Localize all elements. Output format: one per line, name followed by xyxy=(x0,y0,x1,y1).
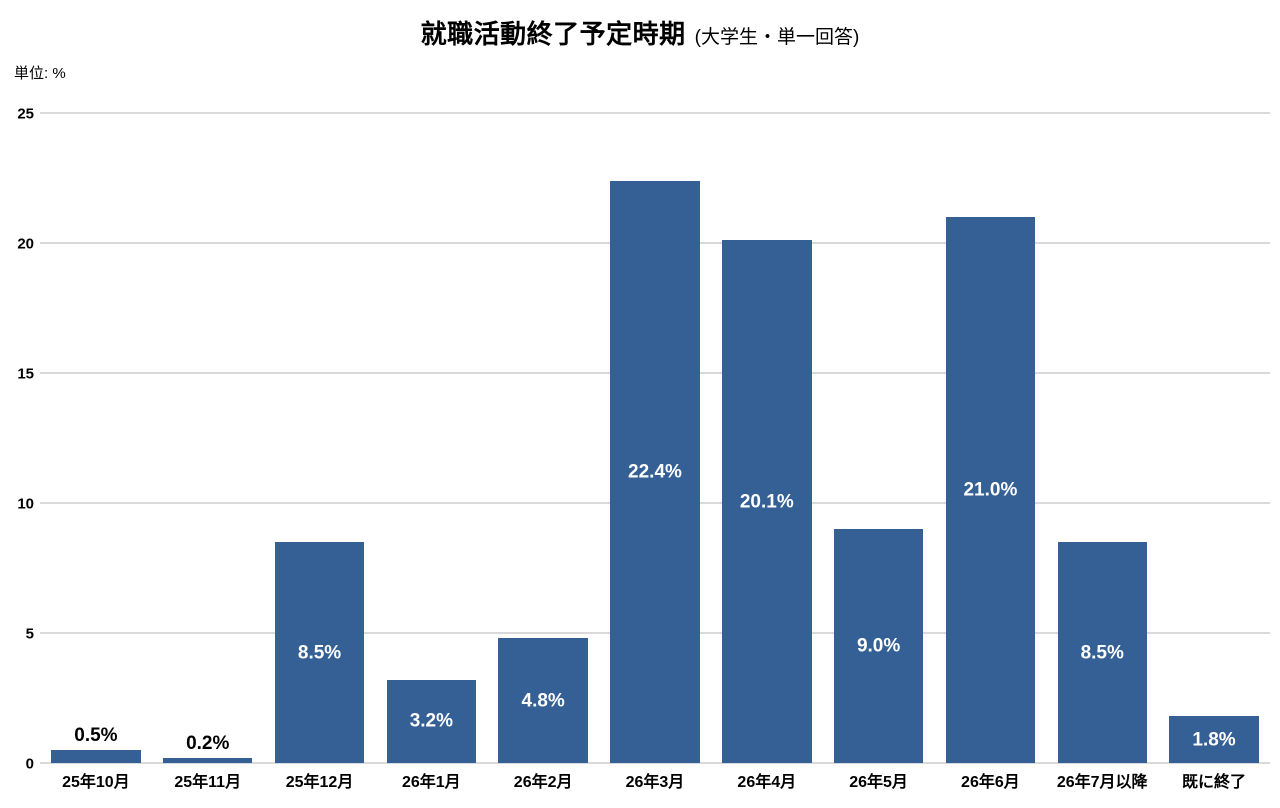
bar-value-label: 4.8% xyxy=(521,690,565,712)
bar-25年11月: 0.2% xyxy=(163,734,253,763)
x-label-26年3月: 26年3月 xyxy=(625,774,685,791)
unit-label: 単位: % xyxy=(14,65,66,82)
x-label-25年11月: 25年11月 xyxy=(174,774,242,791)
bar-value-label: 9.0% xyxy=(856,635,901,657)
bar-26年4月: 20.1% xyxy=(722,240,812,763)
bar-value-label: 22.4% xyxy=(628,461,682,483)
bar-26年2月: 4.8% xyxy=(498,638,588,763)
bar-slot: 21.0% xyxy=(935,113,1047,763)
x-label-25年10月: 25年10月 xyxy=(62,774,130,791)
y-tick-label-10: 10 xyxy=(17,495,34,513)
y-tick-label-20: 20 xyxy=(17,235,34,253)
bar-slot: 3.2% xyxy=(375,113,487,763)
gridline-25 xyxy=(40,112,1270,114)
bar-slot: 0.2% xyxy=(152,113,264,763)
bar-25年12月: 8.5% xyxy=(274,542,365,763)
chart-title: 就職活動終了予定時期 xyxy=(420,19,686,49)
bar-value-label: 8.5% xyxy=(297,642,342,663)
plot-area: 0 5 10 15 20 25 0.5% 0.2% 8.5% 3.2% 4.8% 22.4% 20.1… xyxy=(17,107,1270,772)
x-label-26年1月: 26年1月 xyxy=(401,774,461,791)
bar-value-label: 3.2% xyxy=(409,710,453,732)
bar-slot: 0.5% xyxy=(40,113,152,763)
x-label-26年5月: 26年5月 xyxy=(849,774,908,791)
bar-25年10月: 0.5% xyxy=(51,726,141,763)
bar-26年3月: 22.4% xyxy=(610,180,700,763)
bar-26年5月: 9.0% xyxy=(833,529,924,763)
x-label-26年6月: 26年6月 xyxy=(961,774,1020,791)
bar-26年1月: 3.2% xyxy=(386,679,477,763)
bar-slot: 8.5% xyxy=(1046,113,1158,763)
bar-value-label: 8.5% xyxy=(1080,642,1124,663)
y-tick-label-15: 15 xyxy=(17,365,34,383)
x-label-25年12月: 25年12月 xyxy=(285,774,354,791)
bar-26年7月以降: 8.5% xyxy=(1057,542,1147,763)
bar-slot: 4.8% xyxy=(487,113,599,763)
x-label-26年4月: 26年4月 xyxy=(737,774,797,791)
gridline-0 xyxy=(40,762,1270,764)
bar-slot: 8.5% xyxy=(264,113,376,763)
bar-value-label: 20.1% xyxy=(739,491,794,513)
x-label-26年2月: 26年2月 xyxy=(513,774,573,791)
x-label-26年7月以降: 26年7月以降 xyxy=(1056,774,1148,791)
bar-series: 0.5% 0.2% 8.5% 3.2% 4.8% 22.4% 20.1% 9.0% 21.0% 8… xyxy=(40,113,1270,763)
chart-subtitle: (大学生・単一回答) xyxy=(694,27,860,48)
bar-value-label: 1.8% xyxy=(1192,729,1236,751)
x-axis-labels: 25年10月 25年11月 25年12月 26年1月 26年2月 26年3月 26年4月 26… xyxy=(40,763,1270,791)
bar-既に終了: 1.8% xyxy=(1169,716,1259,763)
bar-26年6月: 21.0% xyxy=(945,217,1036,763)
bar-slot: 22.4% xyxy=(599,113,711,763)
bar-slot: 20.1% xyxy=(711,113,823,763)
y-tick-label-0: 0 xyxy=(25,755,34,773)
chart-title-bar: 就職活動終了予定時期 (大学生・単一回答) xyxy=(0,14,1280,51)
bar-value-label: 0.2% xyxy=(186,732,230,754)
bar-slot: 1.8% xyxy=(1158,113,1270,763)
bar-value-label: 21.0% xyxy=(963,479,1018,501)
bar-slot: 9.0% xyxy=(823,113,935,763)
x-label-既に終了: 既に終了 xyxy=(1182,774,1247,791)
y-tick-label-25: 25 xyxy=(17,105,34,123)
y-tick-label-5: 5 xyxy=(25,625,34,643)
bar-value-label: 0.5% xyxy=(74,725,118,746)
